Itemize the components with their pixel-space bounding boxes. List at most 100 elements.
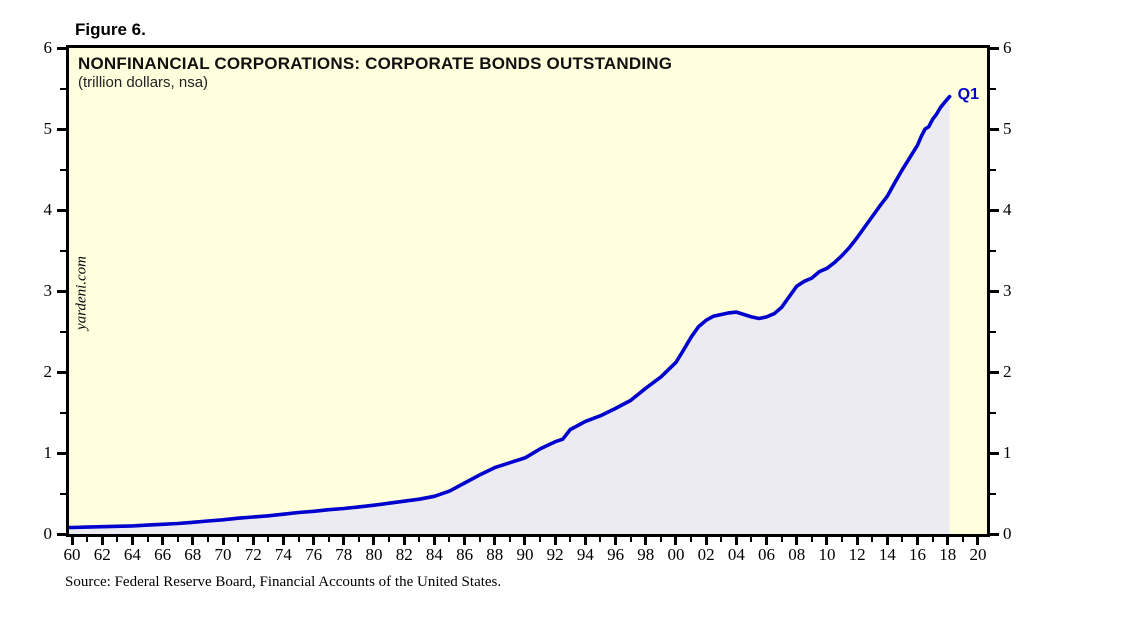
x-axis-label: 10	[818, 545, 836, 564]
x-major-tick	[765, 537, 769, 545]
y-axis-label-right: 1	[1003, 443, 1012, 462]
y-minor-tick-left	[60, 87, 66, 90]
x-major-tick	[614, 537, 618, 545]
x-major-tick	[825, 537, 829, 545]
x-major-tick	[644, 537, 648, 545]
x-minor-tick	[327, 537, 330, 542]
x-major-tick	[251, 537, 255, 545]
x-major-tick	[70, 537, 74, 545]
x-minor-tick	[206, 537, 209, 542]
x-minor-tick	[176, 537, 179, 542]
y-axis-label-right: 2	[1003, 362, 1012, 381]
x-major-tick	[161, 537, 165, 545]
x-axis-label: 16	[909, 545, 927, 564]
y-major-tick-left	[57, 208, 66, 212]
x-minor-tick	[478, 537, 481, 542]
x-axis-label: 84	[425, 545, 443, 564]
x-minor-tick	[841, 537, 844, 542]
y-axis-label-right: 0	[1003, 524, 1012, 543]
x-major-tick	[885, 537, 889, 545]
series-end-label: Q1	[957, 85, 979, 103]
x-major-tick	[855, 537, 859, 545]
chart-subtitle: (trillion dollars, nsa)	[78, 74, 209, 91]
x-major-tick	[553, 537, 557, 545]
y-minor-tick-left	[60, 492, 66, 495]
x-major-tick	[281, 537, 285, 545]
y-minor-tick-right	[990, 168, 996, 171]
x-axis-label: 08	[788, 545, 806, 564]
series-line	[69, 94, 952, 530]
y-minor-tick-right	[990, 249, 996, 252]
x-axis-label: 18	[939, 545, 957, 564]
x-minor-tick	[901, 537, 904, 542]
y-axis-label-left: 2	[43, 362, 53, 381]
y-axis-label-right: 4	[1003, 200, 1012, 219]
x-axis-label: 06	[758, 545, 776, 564]
y-major-tick-left	[57, 451, 66, 455]
y-axis-label-right: 6	[1003, 38, 1012, 57]
y-major-tick-right	[990, 289, 999, 293]
plot-area: NONFINANCIAL CORPORATIONS: CORPORATE BON…	[66, 45, 990, 537]
y-minor-tick-left	[60, 330, 66, 333]
x-minor-tick	[659, 537, 662, 542]
x-major-tick	[946, 537, 950, 545]
x-major-tick	[342, 537, 346, 545]
x-major-tick	[704, 537, 708, 545]
y-minor-tick-right	[990, 411, 996, 414]
y-minor-tick-left	[60, 168, 66, 171]
x-major-tick	[523, 537, 527, 545]
plot-inner-area: NONFINANCIAL CORPORATIONS: CORPORATE BON…	[69, 48, 987, 534]
x-axis-label: 96	[607, 545, 625, 564]
x-minor-tick	[388, 537, 391, 542]
x-axis-label: 64	[123, 545, 141, 564]
x-major-tick	[312, 537, 316, 545]
y-major-tick-left	[57, 370, 66, 374]
x-axis-label: 86	[456, 545, 474, 564]
x-axis-label: 76	[305, 545, 323, 564]
x-axis-label: 60	[63, 545, 81, 564]
x-minor-tick	[690, 537, 693, 542]
x-major-tick	[221, 537, 225, 545]
y-axis-label-left: 4	[43, 200, 53, 219]
y-major-tick-left	[57, 289, 66, 293]
x-minor-tick	[267, 537, 270, 542]
x-minor-tick	[297, 537, 300, 542]
x-major-tick	[402, 537, 406, 545]
x-major-tick	[463, 537, 467, 545]
x-major-tick	[191, 537, 195, 545]
x-axis-label: 92	[546, 545, 564, 564]
x-minor-tick	[871, 537, 874, 542]
x-minor-tick	[810, 537, 813, 542]
x-axis-label: 88	[486, 545, 504, 564]
x-major-tick	[583, 537, 587, 545]
x-major-tick	[734, 537, 738, 545]
y-axis-label-left: 5	[43, 119, 53, 138]
x-major-tick	[432, 537, 436, 545]
x-axis-label: 00	[667, 545, 685, 564]
x-minor-tick	[720, 537, 723, 542]
x-minor-tick	[357, 537, 360, 542]
y-major-tick-right	[990, 46, 999, 50]
y-minor-tick-left	[60, 249, 66, 252]
x-minor-tick	[539, 537, 542, 542]
y-axis-label-left: 3	[43, 281, 53, 300]
x-minor-tick	[448, 537, 451, 542]
x-major-tick	[674, 537, 678, 545]
x-major-tick	[795, 537, 799, 545]
x-axis-label: 82	[395, 545, 413, 564]
x-axis-label: 20	[969, 545, 987, 564]
x-minor-tick	[146, 537, 149, 542]
line-series-chart	[69, 94, 952, 534]
x-minor-tick	[750, 537, 753, 542]
x-axis-label: 80	[365, 545, 383, 564]
x-minor-tick	[931, 537, 934, 542]
chart-title: NONFINANCIAL CORPORATIONS: CORPORATE BON…	[78, 54, 673, 73]
x-axis-label: 74	[274, 545, 292, 564]
y-minor-tick-right	[990, 330, 996, 333]
y-major-tick-right	[990, 370, 999, 374]
y-axis-label-right: 5	[1003, 119, 1012, 138]
x-major-tick	[372, 537, 376, 545]
x-major-tick	[976, 537, 980, 545]
x-minor-tick	[780, 537, 783, 542]
